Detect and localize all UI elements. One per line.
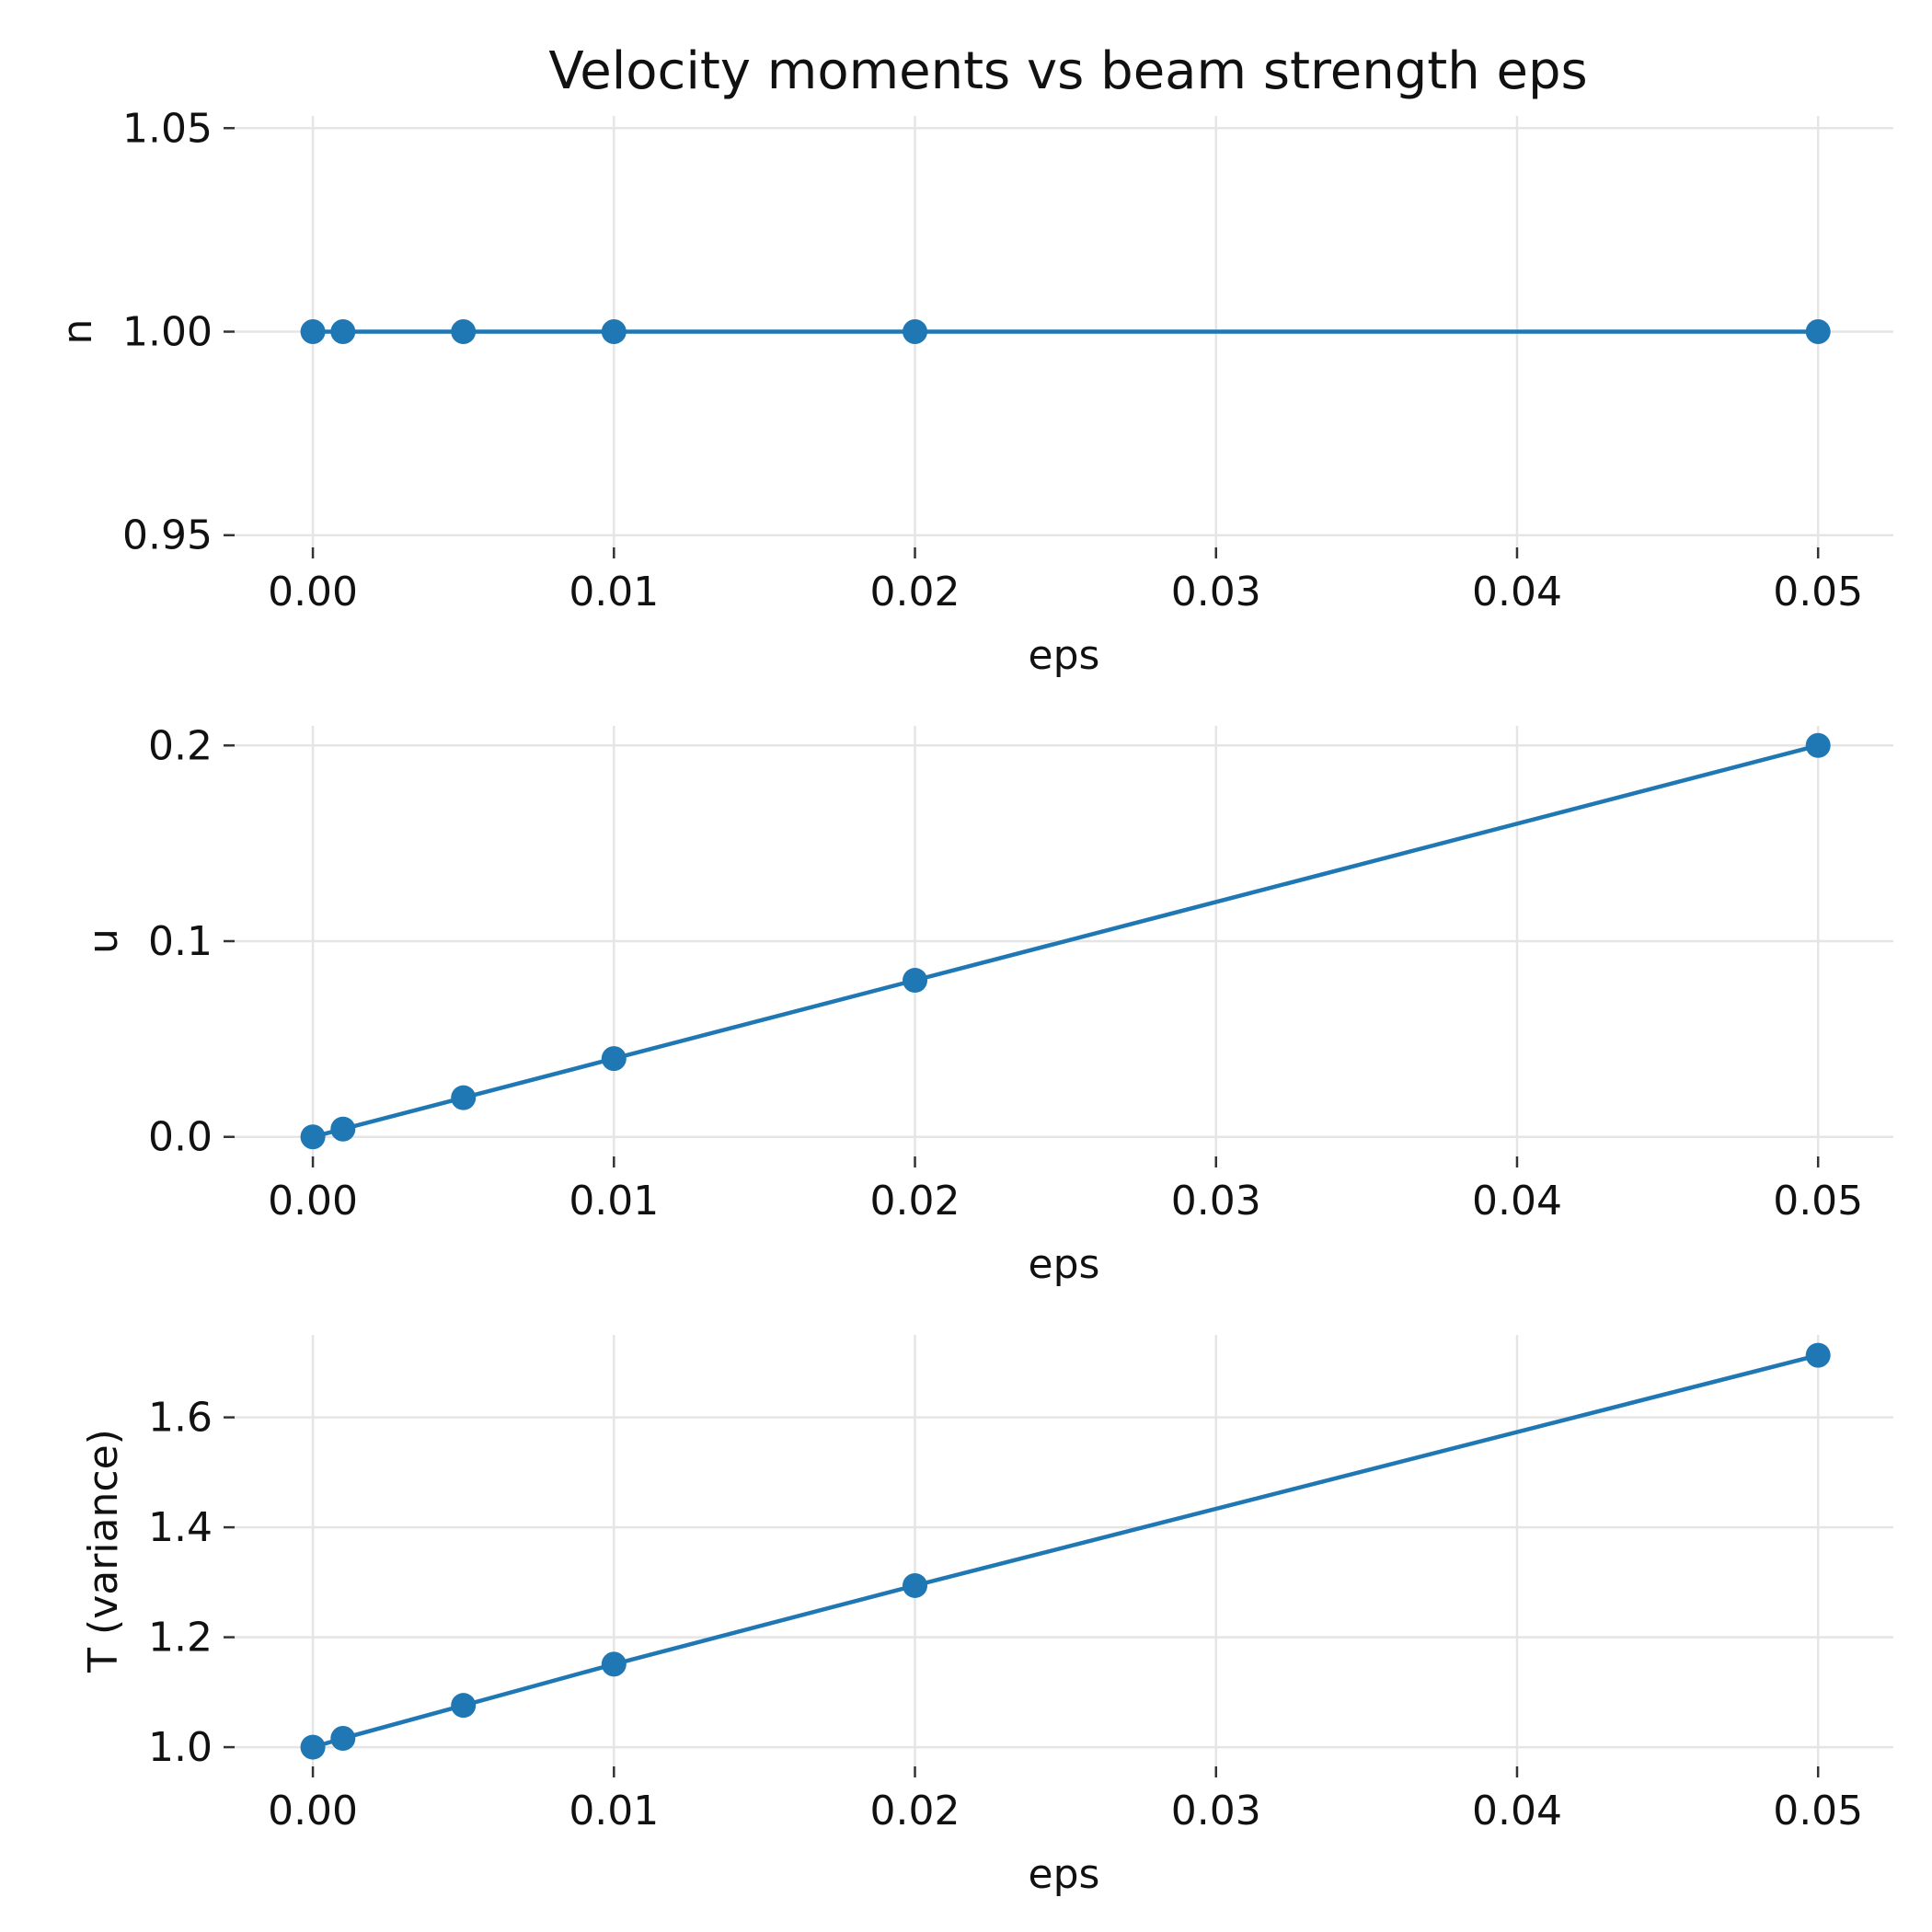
y-tick-label: 0.95 (122, 512, 213, 559)
y-axis-label: n (54, 319, 101, 345)
data-point (903, 319, 928, 344)
data-point (1805, 732, 1831, 758)
x-tick-label: 0.03 (1171, 1178, 1261, 1225)
x-tick-label: 0.03 (1171, 1788, 1261, 1834)
x-tick-label: 0.05 (1773, 1178, 1863, 1225)
data-point (601, 319, 627, 344)
y-tick-label: 1.00 (122, 309, 213, 356)
chart-title: Velocity moments vs beam strength eps (548, 41, 1587, 101)
y-tick-label: 0.2 (148, 722, 213, 769)
y-axis-label: T (variance) (80, 1429, 127, 1673)
y-tick-label: 1.0 (148, 1724, 213, 1771)
x-axis-label: eps (1029, 632, 1100, 679)
data-point (601, 1651, 627, 1677)
x-tick-label: 0.05 (1773, 1788, 1863, 1834)
x-tick-label: 0.00 (268, 1788, 358, 1834)
x-tick-label: 0.05 (1773, 569, 1863, 615)
data-point (330, 1116, 356, 1142)
y-tick-label: 0.0 (148, 1114, 213, 1161)
data-point (330, 319, 356, 344)
chart-panel-2: 0.00 0.01 0.02 0.03 0.04 0.05 0.0 0.1 0.2 eps u (80, 722, 1893, 1288)
y-tick-label: 0.1 (148, 918, 213, 965)
data-point (300, 1124, 326, 1150)
data-point (1805, 319, 1831, 344)
data-point (601, 1046, 627, 1072)
x-tick-label: 0.00 (268, 1178, 358, 1225)
y-axis-label: u (80, 928, 127, 954)
x-tick-label: 0.01 (569, 569, 659, 615)
x-tick-label: 0.02 (870, 569, 960, 615)
x-tick-label: 0.01 (569, 1788, 659, 1834)
x-tick-label: 0.04 (1472, 569, 1562, 615)
x-axis-label: eps (1029, 1241, 1100, 1288)
y-tick-label: 1.6 (148, 1395, 213, 1442)
chart-panel-3: 0.00 0.01 0.02 0.03 0.04 0.05 1.0 1.2 1.4 1.6 eps T… (80, 1335, 1893, 1898)
x-tick-label: 0.01 (569, 1178, 659, 1225)
data-point (1805, 1342, 1831, 1368)
x-tick-label: 0.03 (1171, 569, 1261, 615)
data-point (903, 968, 928, 994)
x-tick-label: 0.04 (1472, 1788, 1562, 1834)
y-tick-label: 1.05 (122, 105, 213, 152)
x-axis-label: eps (1029, 1851, 1100, 1898)
data-point (903, 1572, 928, 1598)
data-point (330, 1726, 356, 1752)
data-point (451, 319, 477, 344)
data-point (300, 319, 326, 344)
x-tick-label: 0.02 (870, 1178, 960, 1225)
chart-panel-1: 0.00 0.01 0.02 0.03 0.04 0.05 0.95 1.00 1.05 eps n (54, 105, 1893, 679)
series-line (312, 1352, 1819, 1750)
x-tick-label: 0.04 (1472, 1178, 1562, 1225)
x-tick-label: 0.02 (870, 1788, 960, 1834)
data-point (300, 1734, 326, 1760)
data-point (451, 1085, 477, 1110)
y-tick-label: 1.2 (148, 1615, 213, 1662)
data-point (451, 1693, 477, 1719)
x-tick-label: 0.00 (268, 569, 358, 615)
y-tick-label: 1.4 (148, 1504, 213, 1551)
